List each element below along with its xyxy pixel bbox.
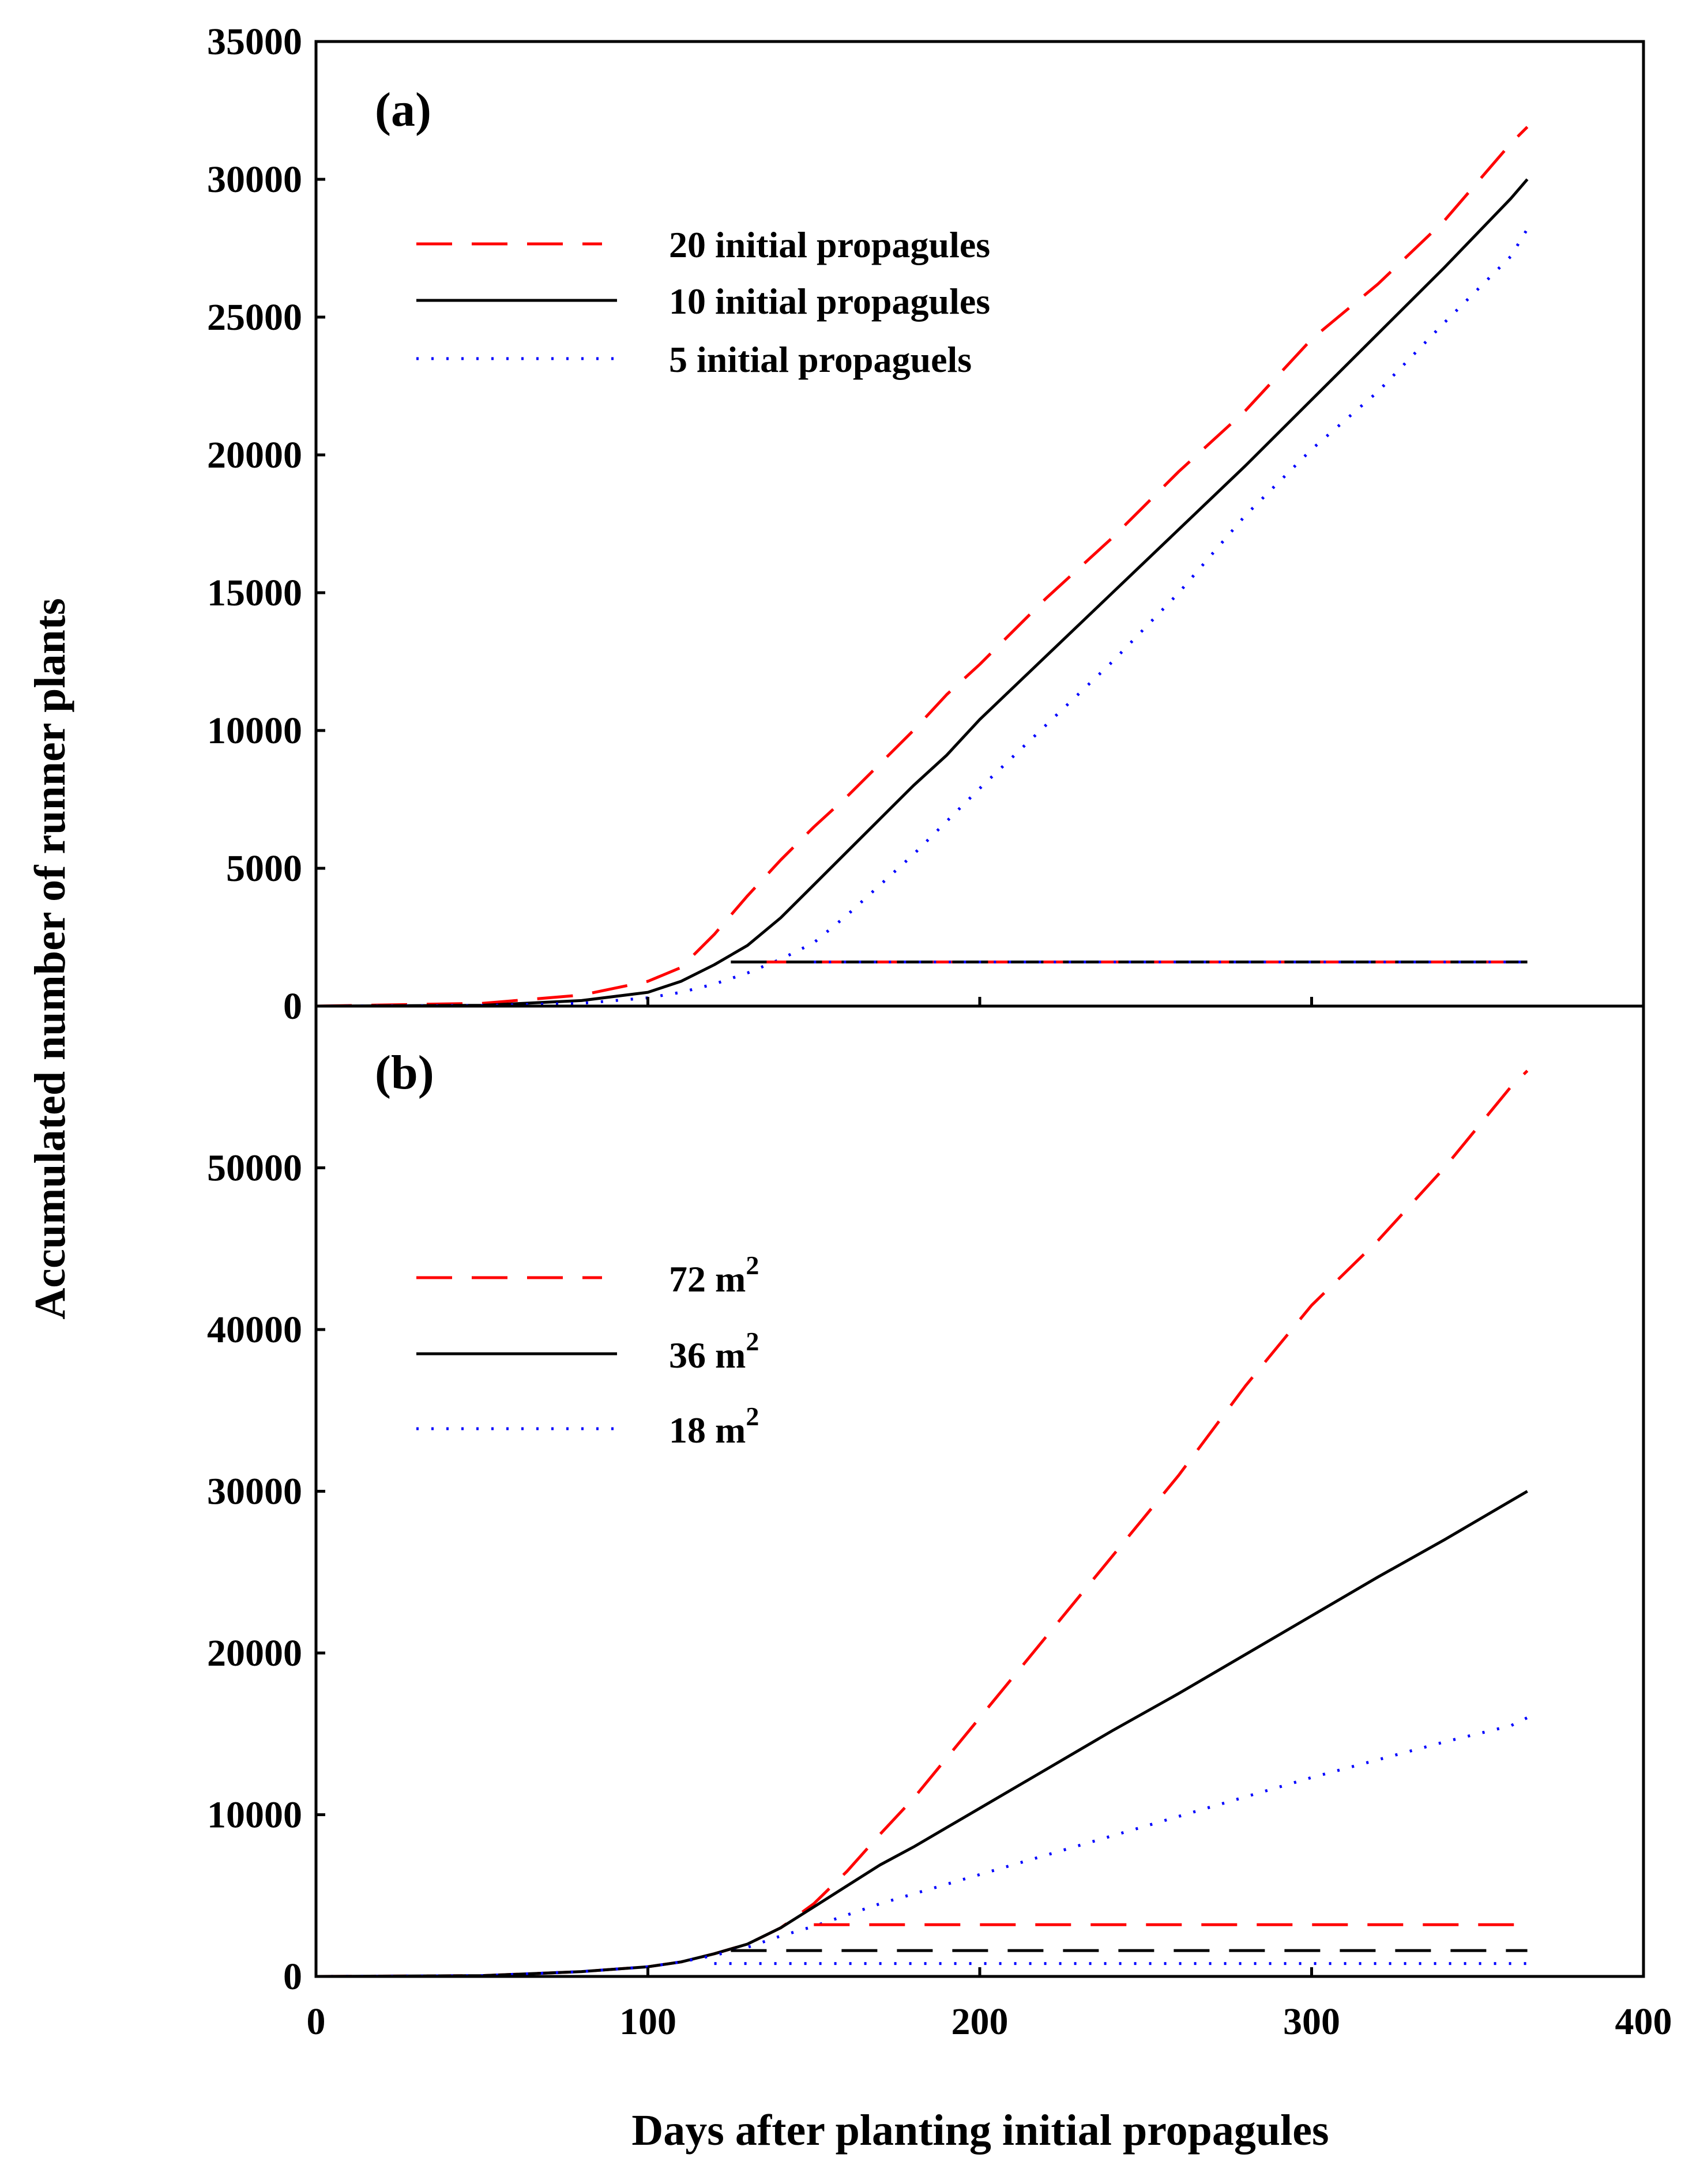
panel-a-legend: 20 initial propagules 10 initial propagu…: [416, 224, 990, 380]
y-tick-label-b-3: 30000: [207, 1471, 302, 1513]
series-line-b-1: [315, 1490, 1528, 1978]
legend-a-label-5: 5 initial propaguels: [669, 339, 972, 380]
y-tick-label-a-4: 20000: [207, 434, 302, 476]
panel-a-label: (a): [375, 83, 431, 137]
y-tick-label-a-7: 35000: [207, 21, 302, 63]
legend-b-label-36: 36 m2: [669, 1327, 759, 1376]
series-line-a-1: [315, 178, 1529, 1008]
y-tick-label-a-5: 25000: [207, 296, 302, 338]
series-line-a-0: [315, 126, 1529, 1008]
panel-b-label: (b): [375, 1046, 434, 1099]
y-tick-label-a-3: 15000: [207, 572, 302, 614]
y-tick-label-a-0: 0: [283, 985, 302, 1027]
y-tick-label-a-6: 30000: [207, 159, 302, 201]
panel-b-frame: [314, 1004, 1645, 1978]
y-tick-label-b-4: 40000: [207, 1309, 302, 1351]
y-tick-label-b-0: 0: [283, 1956, 302, 1998]
legend-a-label-20: 20 initial propagules: [669, 224, 990, 265]
x-tick-label-b-1: 100: [619, 2001, 676, 2043]
x-tick-label-b-4: 400: [1615, 2001, 1672, 2043]
legend-b-label-72: 72 m2: [669, 1251, 759, 1300]
panel-b-legend: 72 m2 36 m2 18 m2: [416, 1251, 759, 1451]
y-axis-title: Accumulated number of runner plants: [26, 598, 74, 1319]
y-tick-label-a-1: 5000: [226, 848, 302, 890]
y-tick-label-a-2: 10000: [207, 710, 302, 752]
y-tick-label-b-2: 20000: [207, 1632, 302, 1674]
x-axis-title: Days after planting initial propagules: [631, 2106, 1329, 2155]
legend-b-label-18: 18 m2: [669, 1402, 759, 1451]
panel-b-series: [315, 1070, 1529, 1978]
x-tick-label-b-0: 0: [307, 2001, 326, 2043]
legend-a-label-10: 10 initial propagules: [669, 281, 990, 322]
panel-a-series: [315, 126, 1529, 1008]
x-tick-label-b-2: 200: [951, 2001, 1009, 2043]
panel-a-ticks: 0 5000 10000 15000 20000 25000 30000 35000: [207, 21, 1645, 1027]
y-tick-label-b-5: 50000: [207, 1147, 302, 1189]
panel-b-ticks: 0 10000 20000 30000 40000 50000 0 100 200 300 400: [207, 1147, 1672, 2043]
x-tick-label-b-3: 300: [1283, 2001, 1340, 2043]
y-tick-label-b-1: 10000: [207, 1794, 302, 1836]
